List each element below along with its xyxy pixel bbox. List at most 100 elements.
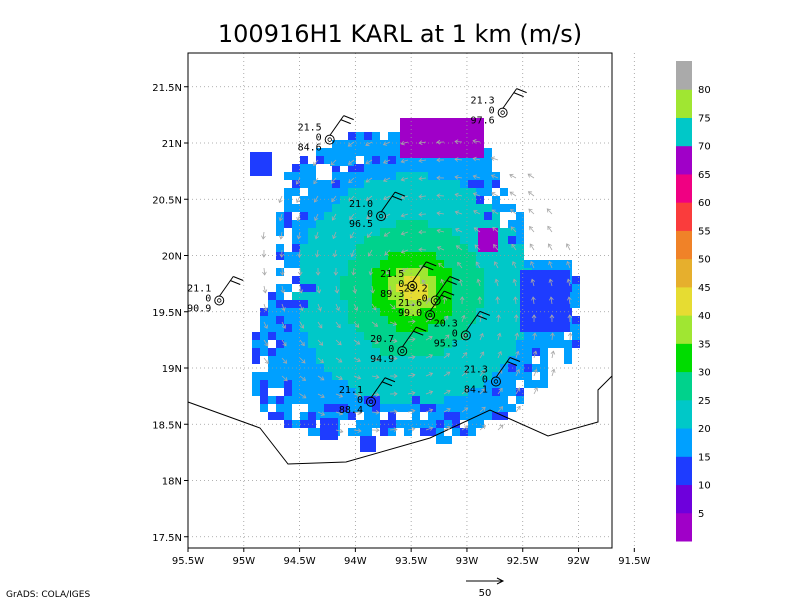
field-cell [468,340,476,348]
colorbar-label: 10 [698,481,711,492]
field-cell [412,348,420,356]
wind-vector [280,231,283,239]
wind-vector-head [551,368,556,373]
field-cell [396,348,404,356]
field-cell [260,372,268,380]
field-cell [316,412,324,420]
field-cell [468,260,476,268]
wind-vector-head [332,253,338,258]
field-cell [292,372,300,380]
wind-vector [281,303,285,311]
field-cell [444,372,452,380]
field-cell [348,300,356,308]
wind-vector-head [421,279,426,284]
field-cell [420,204,428,212]
field-cell [380,292,388,300]
field-cell [332,348,340,356]
field-cell [532,340,540,348]
wind-vector [366,195,373,201]
field-cell [380,188,388,196]
field-cell [356,300,364,308]
field-cell [444,300,452,308]
field-patch [330,148,354,166]
wind-vector [546,208,553,215]
field-cell [356,292,364,300]
field-cell [380,356,388,364]
field-cell [380,276,388,284]
field-cell [468,268,476,276]
wind-vector [437,229,445,233]
station-label: 0 [452,328,458,339]
wind-vector [497,424,504,431]
x-tick-label: 91.5W [618,556,650,567]
field-cell [308,244,316,252]
wind-vector-head [300,341,305,347]
field-cell [492,348,500,356]
field-cell [284,404,292,412]
field-cell [476,380,484,388]
field-cell [412,340,420,348]
wind-vector-head [458,278,463,283]
field-cell [356,172,364,180]
field-cell [468,388,476,396]
wind-vector [296,195,301,203]
field-cell [268,412,276,420]
wind-vector-head [375,392,380,397]
wind-vector-head [411,426,416,432]
station-inner-circle [410,283,415,289]
field-cell [436,324,444,332]
field-cell [340,404,348,412]
wind-vector-head [352,289,358,294]
field-cell [412,220,420,228]
wind-vector [530,261,535,269]
field-cell [340,324,348,332]
field-cell [564,340,572,348]
field-cell [404,180,412,188]
wind-vector [401,213,409,217]
wind-vector [491,157,499,161]
field-cell [404,204,412,212]
wind-vector-head [454,210,459,215]
field-cell [412,356,420,364]
wind-vector-head [330,161,335,166]
field-cell [396,212,404,220]
field-cell [444,404,452,412]
field-cell [252,348,260,356]
field-cell [380,156,388,164]
wind-vector [299,321,304,329]
field-cell [500,332,508,340]
colorbar-label: 25 [698,396,711,407]
wind-vector-head [436,175,441,181]
field-cell [332,356,340,364]
field-cell [292,188,300,196]
field-cell [540,372,548,380]
field-cell [428,228,436,236]
field-cell [476,340,484,348]
field-cell [332,220,340,228]
wind-vector [425,354,433,359]
field-cell [316,340,324,348]
station-label: 20.7 [370,334,394,345]
station-label: 89.3 [380,289,404,300]
field-cell [300,252,308,260]
x-tick-label: 95.5W [172,556,204,567]
field-cell [388,316,396,324]
wind-vector-head [464,425,469,430]
field-cell [292,388,300,396]
x-tick-label: 94W [344,556,367,567]
field-cell [276,244,284,252]
wind-vector [317,285,320,293]
field-cell [540,332,548,340]
field-cell [348,244,356,252]
wind-vector-head [547,225,552,231]
field-cell [276,252,284,260]
field-cell [388,148,396,156]
field-cell [252,372,260,380]
wind-vector-head [428,390,434,395]
field-cell [316,236,324,244]
field-cell [292,340,300,348]
wind-vector [509,191,517,197]
wind-vector-head [411,354,416,360]
field-cell [460,260,468,268]
